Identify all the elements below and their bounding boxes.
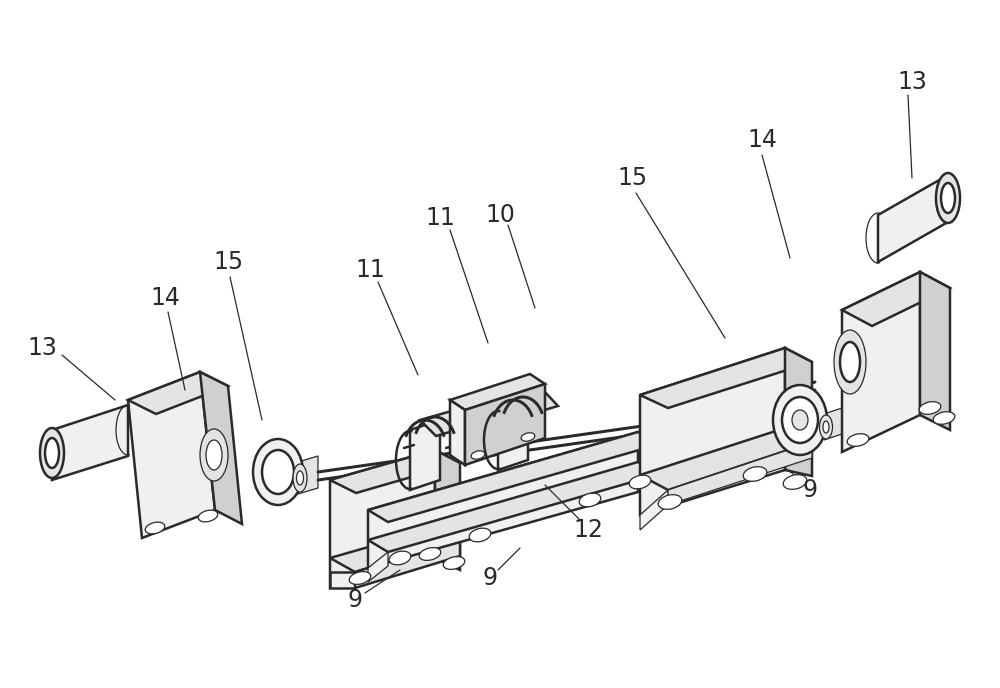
Text: 10: 10 — [485, 203, 515, 227]
Ellipse shape — [262, 450, 294, 494]
Ellipse shape — [823, 421, 829, 433]
Ellipse shape — [349, 572, 371, 584]
Text: 13: 13 — [897, 70, 927, 94]
Text: 14: 14 — [747, 128, 777, 152]
Ellipse shape — [206, 440, 222, 470]
Polygon shape — [368, 462, 660, 552]
Polygon shape — [420, 410, 470, 436]
Text: 11: 11 — [425, 206, 455, 230]
Polygon shape — [842, 272, 920, 452]
Ellipse shape — [820, 415, 832, 439]
Ellipse shape — [782, 397, 818, 443]
Polygon shape — [668, 442, 812, 505]
Polygon shape — [368, 432, 660, 522]
Ellipse shape — [743, 466, 767, 482]
Ellipse shape — [389, 551, 411, 565]
Polygon shape — [842, 272, 950, 326]
Ellipse shape — [773, 385, 827, 455]
Polygon shape — [52, 405, 128, 480]
Ellipse shape — [471, 451, 485, 459]
Ellipse shape — [792, 410, 808, 430]
Polygon shape — [200, 372, 242, 524]
Text: 14: 14 — [150, 286, 180, 310]
Polygon shape — [450, 400, 465, 465]
Polygon shape — [368, 552, 388, 582]
Text: 15: 15 — [617, 166, 647, 190]
Polygon shape — [640, 490, 668, 530]
Ellipse shape — [579, 493, 601, 507]
Polygon shape — [355, 540, 460, 588]
Ellipse shape — [253, 439, 303, 505]
Ellipse shape — [658, 495, 682, 509]
Polygon shape — [640, 348, 785, 515]
Ellipse shape — [840, 342, 860, 382]
Ellipse shape — [933, 411, 955, 424]
Ellipse shape — [629, 475, 651, 489]
Text: 13: 13 — [27, 336, 57, 360]
Polygon shape — [330, 450, 435, 588]
Text: 9: 9 — [483, 566, 498, 590]
Ellipse shape — [521, 433, 535, 441]
Ellipse shape — [200, 429, 228, 481]
Polygon shape — [128, 372, 228, 414]
Ellipse shape — [297, 471, 304, 485]
Ellipse shape — [834, 330, 866, 394]
Polygon shape — [435, 450, 460, 570]
Text: 9: 9 — [802, 478, 818, 502]
Polygon shape — [330, 528, 460, 572]
Polygon shape — [368, 432, 638, 568]
Ellipse shape — [783, 475, 807, 489]
Polygon shape — [498, 400, 528, 470]
Ellipse shape — [443, 557, 465, 570]
Text: 12: 12 — [573, 518, 603, 542]
Polygon shape — [640, 428, 812, 490]
Polygon shape — [330, 450, 460, 493]
Polygon shape — [824, 408, 842, 440]
Text: 9: 9 — [348, 588, 363, 612]
Text: 15: 15 — [213, 250, 243, 274]
Polygon shape — [128, 372, 215, 538]
Ellipse shape — [198, 510, 218, 522]
Polygon shape — [640, 348, 812, 408]
Ellipse shape — [293, 464, 307, 492]
Ellipse shape — [941, 183, 955, 213]
Ellipse shape — [419, 548, 441, 561]
Ellipse shape — [45, 438, 59, 468]
Ellipse shape — [936, 173, 960, 223]
Polygon shape — [878, 175, 948, 262]
Ellipse shape — [40, 428, 64, 478]
Polygon shape — [450, 374, 545, 410]
Text: 11: 11 — [355, 258, 385, 282]
Polygon shape — [785, 348, 812, 476]
Ellipse shape — [145, 522, 165, 534]
Ellipse shape — [469, 528, 491, 542]
Polygon shape — [410, 420, 440, 490]
Ellipse shape — [847, 433, 869, 447]
Polygon shape — [465, 384, 545, 465]
Polygon shape — [330, 572, 355, 588]
Polygon shape — [508, 390, 558, 416]
Polygon shape — [298, 456, 318, 494]
Ellipse shape — [919, 402, 941, 414]
Polygon shape — [920, 272, 950, 430]
